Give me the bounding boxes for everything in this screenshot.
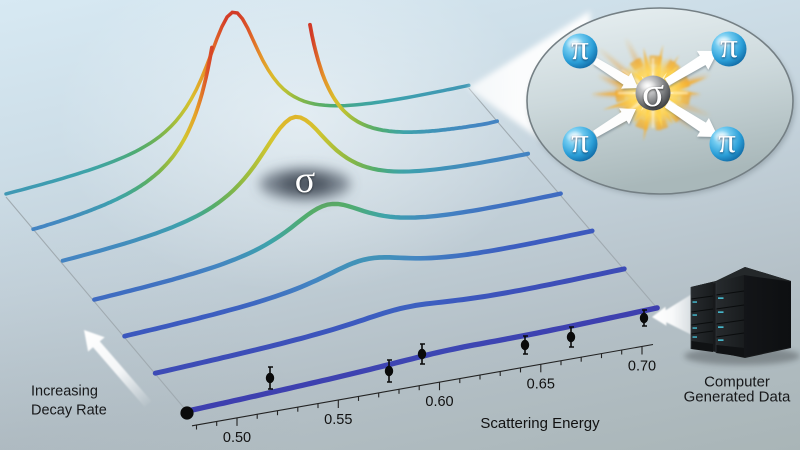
svg-text:0.70: 0.70	[628, 359, 656, 375]
svg-text:0.60: 0.60	[425, 394, 453, 410]
svg-text:π: π	[571, 28, 589, 67]
svg-text:σ: σ	[295, 159, 315, 201]
svg-text:0.65: 0.65	[527, 376, 555, 392]
svg-text:π: π	[720, 26, 738, 65]
svg-text:Decay Rate: Decay Rate	[31, 403, 107, 419]
svg-text:Increasing: Increasing	[31, 384, 98, 400]
svg-text:Computer: Computer	[704, 374, 770, 391]
svg-text:σ: σ	[642, 69, 664, 115]
svg-text:0.55: 0.55	[324, 412, 352, 428]
svg-text:Scattering Energy: Scattering Energy	[480, 415, 600, 432]
svg-text:Generated Data: Generated Data	[684, 389, 791, 406]
svg-text:π: π	[571, 121, 589, 160]
svg-text:π: π	[718, 121, 736, 160]
svg-text:0.50: 0.50	[223, 430, 251, 446]
